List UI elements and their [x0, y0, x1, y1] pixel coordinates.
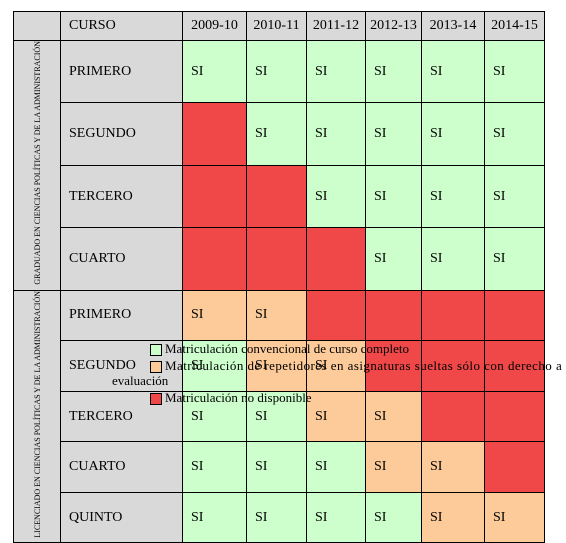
- available-cell: SI: [182, 441, 247, 493]
- available-cell: SI: [306, 441, 366, 493]
- unavailable-cell: [484, 289, 545, 342]
- available-cell: SI: [246, 39, 307, 104]
- course-name: CUARTO: [60, 227, 183, 291]
- header-year: 2011-12: [306, 11, 366, 41]
- table-row: SEGUNDO SI SI SI: [14, 340, 545, 392]
- table-row: TERCERO SI SI SI SI: [14, 164, 545, 229]
- course-name: SEGUNDO: [60, 102, 183, 166]
- unavailable-cell: [306, 227, 366, 291]
- legend-repeaters-text-cont: evaluación: [112, 373, 169, 388]
- unavailable-cell: [246, 164, 307, 229]
- degree-name: LICENCIADO EN CIENCIAS POLÍTICAS Y DE LA…: [32, 290, 42, 538]
- available-cell: SI: [365, 102, 422, 166]
- available-cell: SI: [246, 102, 307, 166]
- available-cell: SI: [484, 102, 545, 166]
- legend-repeaters-text: Matriculación de repetidores en asignatu…: [165, 358, 563, 373]
- red-swatch: [150, 393, 162, 405]
- table-row: GRADUADO EN CIENCIAS POLÍTICAS Y DE LA A…: [13, 39, 545, 291]
- course-name: QUINTO: [60, 491, 183, 543]
- repeaters-cell: SI: [365, 441, 422, 493]
- available-cell: SI: [365, 164, 422, 229]
- course-name: CUARTO: [60, 441, 183, 493]
- repeaters-cell: SI: [246, 289, 307, 342]
- unavailable-cell: [365, 289, 422, 342]
- header-year: 2013-14: [421, 11, 485, 41]
- available-cell: SI: [182, 39, 247, 104]
- unavailable-cell: [246, 227, 307, 291]
- header-year: 2010-11: [246, 11, 307, 41]
- unavailable-cell: [306, 289, 366, 342]
- course-name: TERCERO: [60, 164, 183, 229]
- available-cell: SI: [421, 227, 485, 291]
- degree-group-label: GRADUADO EN CIENCIAS POLÍTICAS Y DE LA A…: [13, 40, 61, 291]
- legend-unavailable-text: Matriculación no disponible: [165, 390, 312, 405]
- repeaters-cell: SI: [484, 491, 545, 543]
- header-curso: CURSO: [60, 11, 183, 41]
- unavailable-cell: [421, 289, 485, 342]
- unavailable-cell: [484, 441, 545, 493]
- header-corner: [13, 11, 61, 41]
- unavailable-cell: [182, 227, 247, 291]
- green-swatch: [150, 344, 162, 356]
- header-year: 2009-10: [182, 11, 247, 41]
- table-row: CUARTO SI SI SI SI SI: [14, 441, 545, 493]
- header-row: CURSO 2009-10 2010-11 2011-12 2012-13 20…: [13, 11, 545, 41]
- header-year: 2012-13: [365, 11, 422, 41]
- table-row: CUARTO SI SI SI: [14, 227, 545, 291]
- available-cell: SI: [306, 164, 366, 229]
- available-cell: SI: [421, 39, 485, 104]
- repeaters-cell: SI: [182, 289, 247, 342]
- repeaters-cell: SI: [421, 491, 485, 543]
- available-cell: SI: [306, 491, 366, 543]
- course-name: PRIMERO: [60, 289, 183, 342]
- unavailable-cell: [182, 164, 247, 229]
- repeaters-cell: SI: [421, 441, 485, 493]
- orange-swatch: [150, 361, 162, 373]
- table-row: SEGUNDO SI SI SI SI SI: [14, 102, 545, 166]
- degree-name: GRADUADO EN CIENCIAS POLÍTICAS Y DE LA A…: [32, 41, 42, 285]
- table-row: QUINTO SI SI SI SI SI SI: [14, 491, 545, 543]
- available-cell: SI: [484, 164, 545, 229]
- unavailable-cell: [421, 340, 485, 392]
- course-name: PRIMERO: [60, 39, 183, 104]
- available-cell: SI: [182, 340, 247, 392]
- header-year: 2014-15: [484, 11, 545, 41]
- available-cell: SI: [421, 164, 485, 229]
- legend-complete-text: Matriculación convencional de curso comp…: [165, 341, 410, 356]
- available-cell: SI: [246, 491, 307, 543]
- available-cell: SI: [306, 39, 366, 104]
- unavailable-cell: [182, 102, 247, 166]
- available-cell: SI: [484, 227, 545, 291]
- available-cell: SI: [246, 441, 307, 493]
- unavailable-cell: [484, 340, 545, 392]
- table-row: LICENCIADO EN CIENCIAS POLÍTICAS Y DE LA…: [13, 289, 545, 543]
- available-cell: SI: [365, 227, 422, 291]
- available-cell: SI: [365, 39, 422, 104]
- available-cell: SI: [484, 39, 545, 104]
- enrollment-table: CURSO 2009-10 2010-11 2011-12 2012-13 20…: [13, 11, 545, 543]
- available-cell: SI: [421, 102, 485, 166]
- available-cell: SI: [306, 102, 366, 166]
- available-cell: SI: [365, 491, 422, 543]
- available-cell: SI: [182, 491, 247, 543]
